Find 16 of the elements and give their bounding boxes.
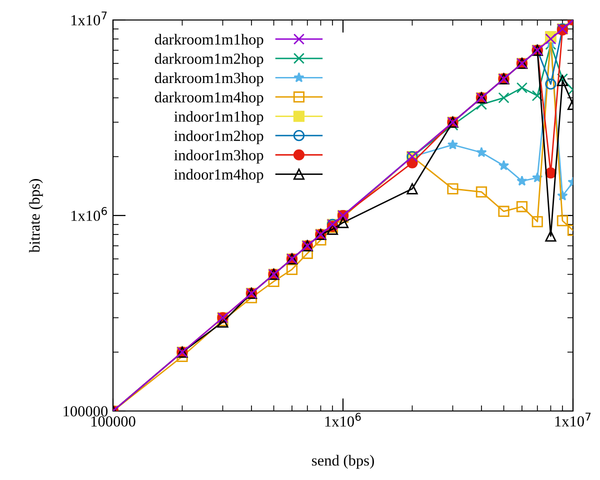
y-axis-title: bitrate (bps) — [29, 179, 43, 253]
y-tick-label: 100000 — [64, 406, 108, 416]
legend-label: darkroom1m3hop — [154, 72, 264, 86]
legend-label: indoor1m2hop — [174, 130, 264, 144]
legend-label: darkroom1m2hop — [154, 53, 264, 67]
legend-label: indoor1m3hop — [174, 150, 264, 164]
y-tick-label: 1x10$^{6}$ — [71, 207, 107, 221]
x-tick-label: 100000 — [91, 416, 136, 427]
x-axis-title: send (bps) — [312, 454, 374, 469]
x-tick-label: 1x10$^{7}$ — [555, 412, 591, 427]
legend-label: indoor1m1hop — [174, 111, 264, 125]
legend-label: darkroom1m1hop — [154, 34, 264, 48]
x-tick-label: 1x10$^{6}$ — [325, 412, 361, 427]
legend-label: indoor1m4hop — [174, 168, 264, 183]
y-tick-label: 1x10$^{7}$ — [71, 12, 107, 26]
legend-label: darkroom1m4hop — [154, 92, 264, 106]
